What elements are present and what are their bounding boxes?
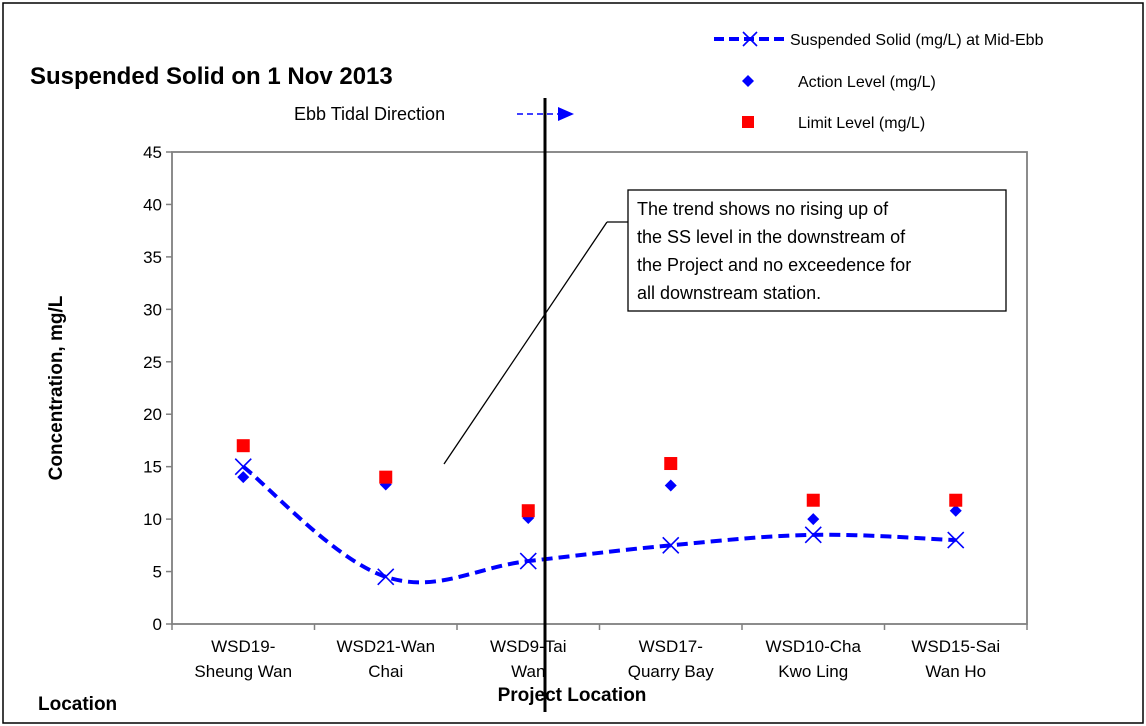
limit-level-point	[664, 457, 678, 471]
annotation-line-1: The trend shows no rising up of	[637, 199, 889, 219]
y-tick-label: 30	[143, 300, 162, 319]
x-tick-label: Wan Ho	[925, 662, 986, 681]
y-tick-label: 25	[143, 353, 162, 372]
x-axis-title: Project Location	[498, 685, 647, 706]
annotation-line-2: the SS level in the downstream of	[637, 227, 906, 247]
ss-point	[947, 531, 965, 549]
annotation: The trend shows no rising up of the SS l…	[443, 189, 1007, 465]
ebb-direction: Ebb Tidal Direction	[294, 104, 574, 124]
legend-item-action: Action Level (mg/L)	[742, 74, 936, 91]
series-ss-line	[242, 465, 956, 585]
annotation-box	[627, 189, 1007, 312]
x-tick-label: Kwo Ling	[778, 662, 848, 681]
ss-point	[234, 458, 252, 476]
x-tick-label: WSD15-Sai	[911, 637, 1000, 656]
action-level-point	[237, 471, 250, 484]
annotation-leader	[443, 221, 608, 465]
annotation-line-4: all downstream station.	[637, 283, 821, 303]
location-label: Location	[38, 694, 117, 715]
x-tick-label: WSD21-Wan	[336, 637, 435, 656]
chart-title: Suspended Solid on 1 Nov 2013	[30, 63, 393, 90]
legend-label-limit: Limit Level (mg/L)	[798, 115, 925, 132]
ss-point	[662, 536, 680, 554]
y-tick-label: 40	[143, 195, 162, 214]
limit-level-point	[379, 470, 393, 484]
y-tick-label: 20	[143, 405, 162, 424]
legend-x-marker-icon	[742, 31, 758, 47]
ss-point	[804, 526, 822, 544]
x-tick-label: Quarry Bay	[628, 662, 714, 681]
x-tick-label: Chai	[368, 662, 403, 681]
action-level-point	[807, 513, 820, 526]
y-axis-title: Concentration, mg/L	[46, 295, 67, 480]
x-tick-label: WSD9-Tai	[490, 637, 567, 656]
action-level-point	[664, 479, 677, 492]
legend-diamond-marker-icon	[742, 75, 754, 87]
annotation-line-3: the Project and no exceedence for	[637, 255, 911, 275]
x-tick-label: WSD19-	[211, 637, 275, 656]
legend: Suspended Solid (mg/L) at Mid-Ebb Action…	[714, 31, 1044, 132]
x-tick-label: Sheung Wan	[194, 662, 292, 681]
x-tick-label: WSD10-Cha	[766, 637, 862, 656]
ss-point	[519, 552, 537, 570]
y-tick-label: 45	[143, 143, 162, 162]
ss-point	[377, 568, 395, 586]
x-tick-label: WSD17-	[639, 637, 703, 656]
limit-level-point	[236, 439, 250, 453]
ebb-direction-label: Ebb Tidal Direction	[294, 104, 445, 124]
legend-square-marker-icon	[742, 116, 754, 128]
ebb-arrow-icon	[558, 107, 574, 121]
legend-item-limit: Limit Level (mg/L)	[742, 115, 925, 132]
x-tick-label: Wan	[511, 662, 545, 681]
legend-label-action: Action Level (mg/L)	[798, 74, 936, 91]
y-tick-label: 15	[143, 458, 162, 477]
y-tick-label: 10	[143, 510, 162, 529]
y-tick-label: 35	[143, 248, 162, 267]
y-axis: 0 5 10 15 20 25 30 35 40 45	[143, 143, 172, 634]
limit-level-point	[521, 504, 535, 518]
x-axis: WSD19- Sheung Wan WSD21-Wan Chai WSD9-Tai Wan…	[171, 624, 1028, 681]
y-tick-label: 5	[153, 563, 162, 582]
y-tick-label: 0	[153, 615, 162, 634]
legend-item-ss: Suspended Solid (mg/L) at Mid-Ebb	[714, 31, 1044, 49]
series-layer	[234, 439, 965, 586]
limit-level-point	[949, 493, 963, 507]
limit-level-point	[806, 493, 820, 507]
action-level-point	[949, 504, 962, 517]
legend-label-ss: Suspended Solid (mg/L) at Mid-Ebb	[790, 32, 1044, 49]
